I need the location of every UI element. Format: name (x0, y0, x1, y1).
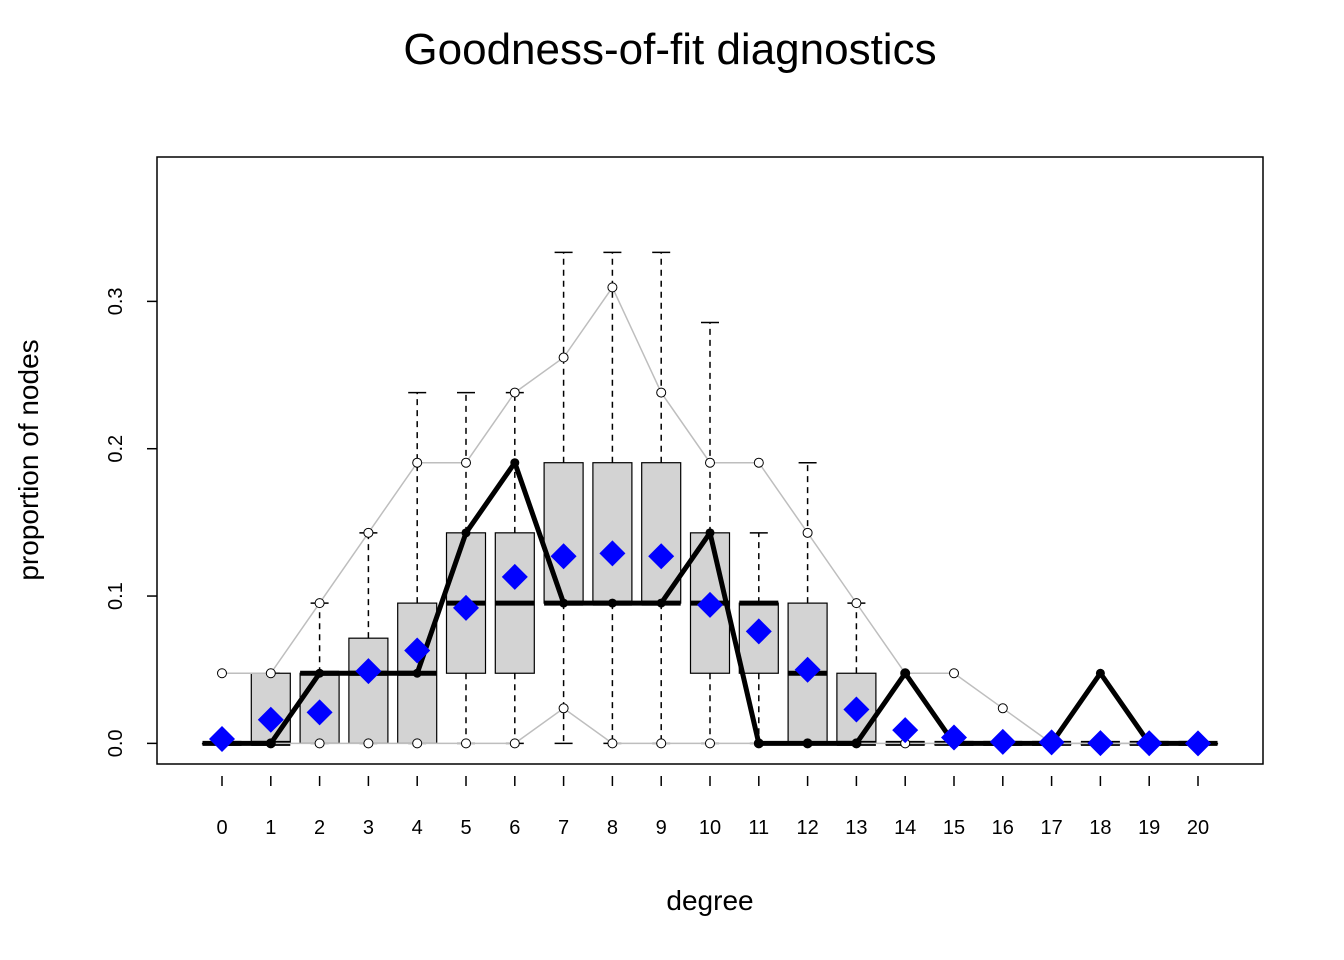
band-upper-point (265, 668, 276, 679)
mean-diamond (1136, 730, 1163, 757)
observed-point (266, 738, 276, 748)
band-upper-point (558, 352, 569, 363)
band-upper-point (314, 598, 325, 609)
mean-diamond (306, 699, 333, 726)
mean-diamond (1038, 729, 1065, 756)
mean-diamond (794, 656, 821, 683)
band-upper-point (412, 457, 423, 468)
x-tick-label: 9 (656, 817, 667, 839)
mean-diamond (404, 637, 431, 664)
mean-diamond (209, 725, 235, 752)
x-tick-label: 11 (748, 817, 769, 839)
observed-point (900, 668, 910, 678)
x-tick-label: 7 (558, 817, 569, 839)
x-tick-label: 8 (607, 817, 618, 839)
mean-diamond (1185, 730, 1211, 757)
mean-diamond (550, 543, 577, 570)
box (348, 637, 389, 744)
mean-diamond (453, 594, 479, 621)
band-upper-point (997, 703, 1008, 714)
band-upper-point (851, 598, 862, 609)
x-tick-label: 3 (363, 817, 374, 839)
band-upper-point (461, 457, 471, 468)
observed-point (510, 458, 520, 468)
band-lower-point (656, 738, 667, 749)
x-tick-label: 6 (509, 817, 520, 839)
y-axis-label: proportion of nodes (13, 339, 44, 580)
mean-diamond (648, 543, 675, 570)
observed-point (705, 528, 715, 538)
band-upper-point (509, 387, 520, 398)
x-tick-label: 1 (265, 817, 276, 839)
x-tick-label: 2 (314, 817, 325, 839)
mean-diamond (599, 540, 626, 567)
mean-diamond (745, 618, 772, 645)
band-lower-point (558, 703, 569, 714)
x-tick-label: 4 (412, 817, 423, 839)
band-lower-point (363, 738, 374, 749)
mean-diamond (1087, 730, 1114, 757)
box (592, 462, 633, 604)
y-tick-label: 0.1 (105, 582, 127, 610)
x-tick-label: 10 (699, 817, 721, 839)
band-upper-point (802, 527, 813, 538)
x-tick-label: 12 (796, 817, 818, 839)
x-tick-label: 14 (894, 817, 916, 839)
mean-diamond (941, 724, 967, 751)
band-lower-point (509, 738, 520, 749)
plot-frame (156, 156, 1264, 765)
box (543, 462, 584, 604)
mean-diamond (257, 706, 284, 733)
x-tick-label: 15 (943, 817, 965, 839)
observed-point (656, 598, 666, 608)
band-upper-point (607, 282, 618, 293)
x-tick-label: 20 (1187, 817, 1209, 839)
observed-point (559, 598, 569, 608)
observed-point (754, 738, 764, 748)
band-upper-point (949, 668, 959, 679)
band-lower-point (412, 738, 423, 749)
mean-diamond (843, 696, 870, 723)
mean-diamond (501, 563, 528, 590)
x-tick-label: 17 (1040, 817, 1062, 839)
observed-point (607, 598, 617, 608)
mean-diamond (697, 591, 723, 618)
observed-point (461, 528, 471, 538)
x-tick-label: 0 (216, 817, 227, 839)
band-lower-point (461, 738, 471, 749)
mean-diamond (892, 717, 919, 744)
y-tick-label: 0.0 (105, 729, 127, 757)
box (641, 462, 682, 604)
band-upper-point (217, 668, 227, 679)
mean-diamond (989, 728, 1016, 755)
mean-diamond (355, 658, 382, 685)
x-tick-label: 16 (992, 817, 1014, 839)
band-upper-point (753, 457, 764, 468)
y-tick-label: 0.2 (105, 435, 127, 463)
observed-point (1095, 668, 1105, 678)
observed-point (803, 738, 813, 748)
band-upper-point (656, 387, 667, 398)
x-axis-label: degree (666, 885, 753, 916)
y-tick-label: 0.3 (105, 287, 127, 315)
chart-title: Goodness-of-fit diagnostics (403, 25, 936, 74)
band-lower-point (314, 738, 325, 749)
x-tick-label: 19 (1138, 817, 1160, 839)
band-lower-point (705, 738, 715, 749)
x-tick-label: 18 (1089, 817, 1111, 839)
observed-point (412, 668, 422, 678)
band-upper-point (705, 457, 715, 468)
band-upper-point (363, 527, 374, 538)
observed-point (851, 738, 861, 748)
x-tick-label: 5 (460, 817, 471, 839)
observed-point (315, 668, 325, 678)
x-tick-label: 13 (845, 817, 867, 839)
band-lower-point (607, 738, 618, 749)
